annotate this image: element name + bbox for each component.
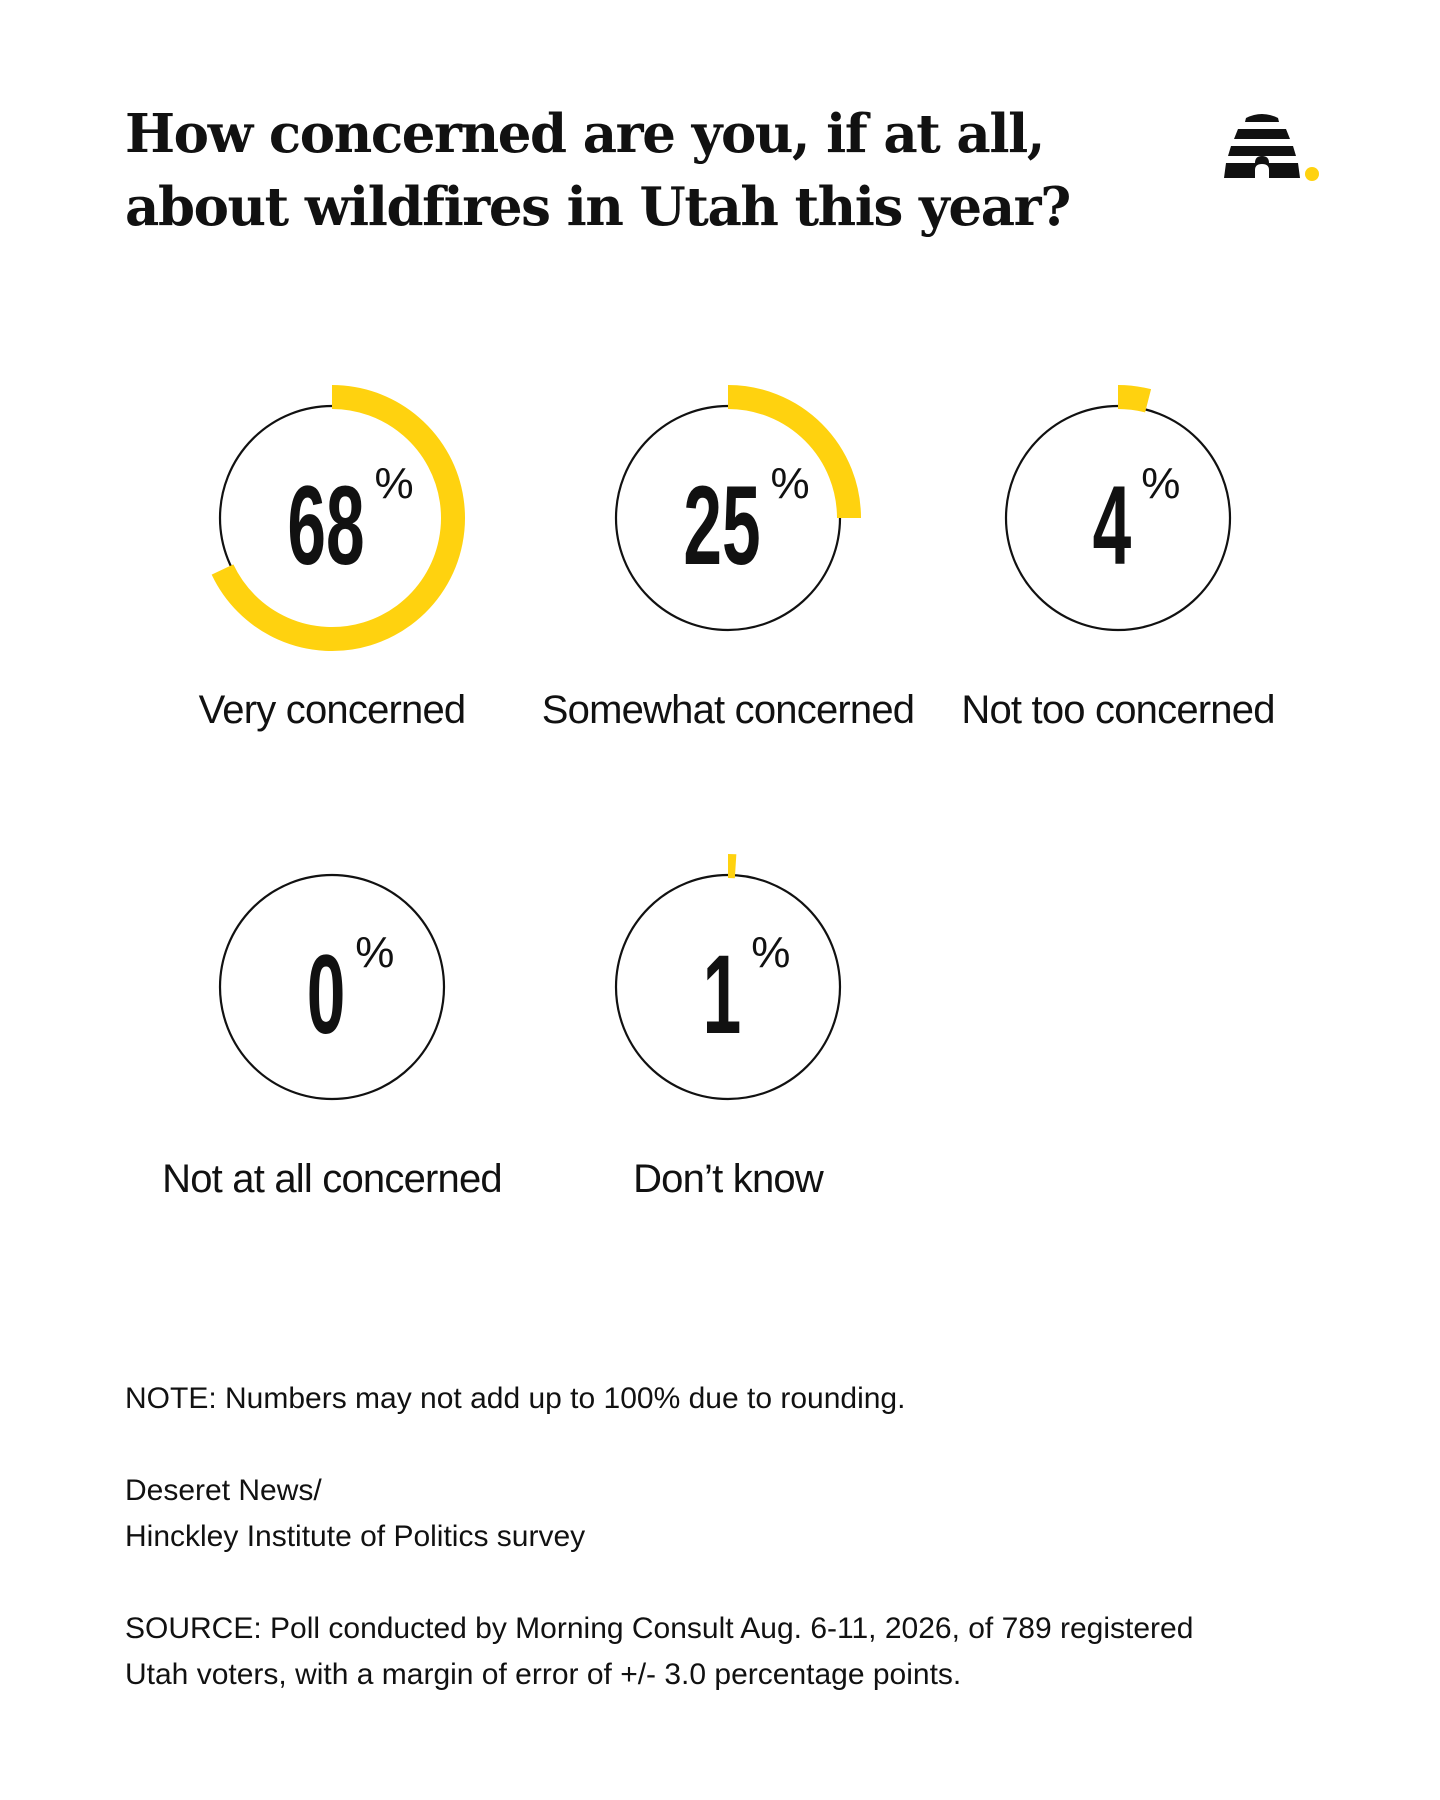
value-label: 68 <box>287 463 364 588</box>
percent-sign: % <box>770 459 809 508</box>
percent-sign: % <box>355 928 394 977</box>
source-line-2: Utah voters, with a margin of error of +… <box>125 1658 962 1691</box>
donut-don-t-know: 1% <box>614 854 842 1101</box>
credit-line-2: Hinckley Institute of Politics survey <box>125 1520 586 1553</box>
category-label-somewhat-concerned: Somewhat concerned <box>541 688 915 732</box>
value-arc <box>727 385 861 519</box>
percent-sign: % <box>1141 459 1180 508</box>
category-label-very-concerned: Very concerned <box>198 688 467 732</box>
value-arc <box>211 385 465 651</box>
beehive-logo-icon <box>1224 114 1319 181</box>
value-arc <box>1117 385 1152 413</box>
percent-sign: % <box>751 928 790 977</box>
category-label-not-at-all-concerned: Not at all concerned <box>162 1157 503 1201</box>
chart-title: How concerned are you, if at all, about … <box>125 103 1071 238</box>
value-label: 0 <box>307 932 346 1057</box>
credit-line-1: Deseret News/ <box>125 1474 322 1507</box>
donut-chart-area: 68% 25% 4 %0% 1% <box>211 385 1232 1101</box>
donut-not-too-concerned: 4% <box>1004 385 1232 632</box>
donut-outline <box>218 873 446 1101</box>
category-label-don-t-know: Don’t know <box>633 1157 824 1201</box>
percent-sign: % <box>374 459 413 508</box>
category-label-not-too-concerned: Not too concerned <box>961 688 1275 732</box>
donut-not-at-all-concerned: 0% <box>218 873 446 1101</box>
value-label: 4 <box>1093 463 1132 588</box>
source-line-1: SOURCE: Poll conducted by Morning Consul… <box>125 1612 1194 1645</box>
value-label: 25 <box>683 463 760 588</box>
donut-very-concerned: 68% <box>211 385 465 651</box>
donut-somewhat-concerned: 25% <box>614 385 861 632</box>
donut-outline <box>614 873 842 1101</box>
value-label: 1 <box>703 932 742 1057</box>
rounding-note: NOTE: Numbers may not add up to 100% due… <box>125 1382 906 1415</box>
